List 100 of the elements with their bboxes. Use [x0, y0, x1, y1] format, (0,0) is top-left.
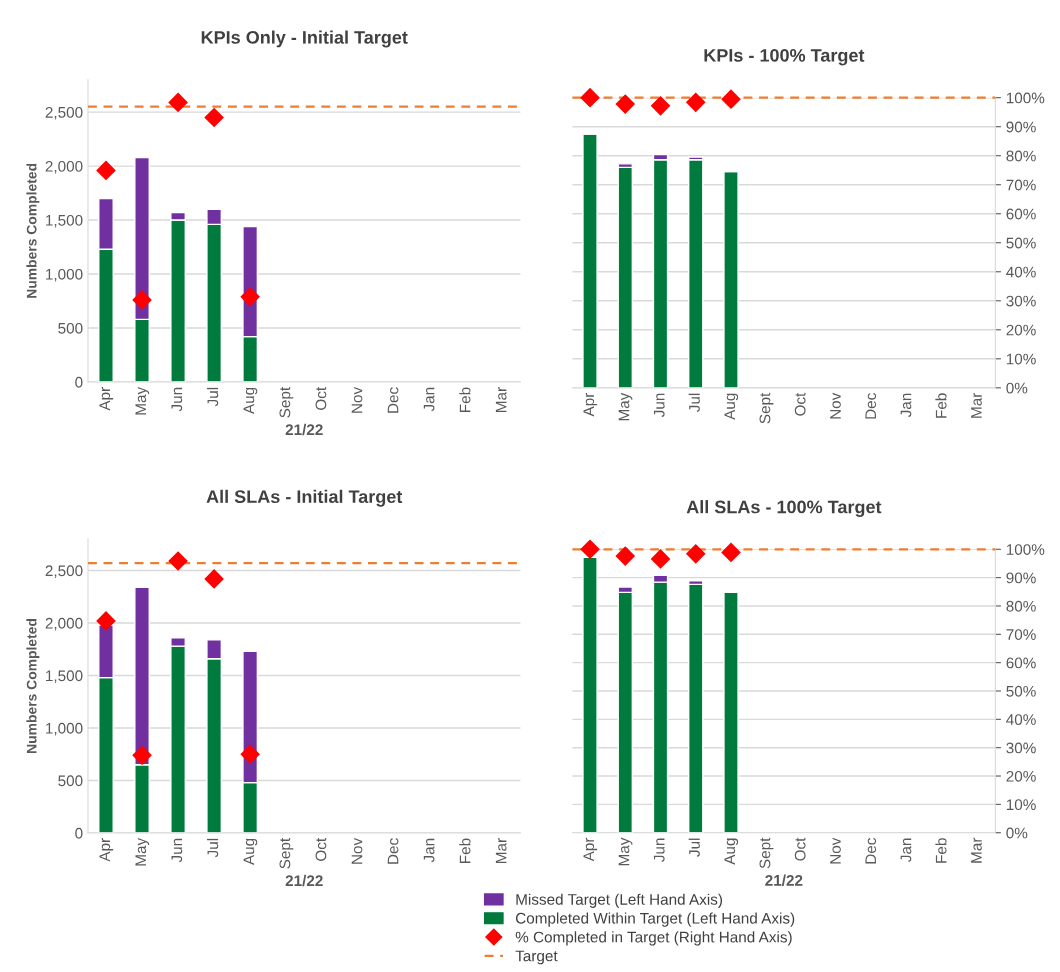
x-tick-label: Apr [583, 392, 598, 417]
y2-tick-label: 70% [1006, 629, 1036, 640]
x-tick-label: May [618, 392, 633, 421]
y-tick-label: 1,000 [46, 722, 83, 736]
point [132, 290, 152, 310]
x-axis-title: 21/22 [285, 423, 323, 436]
y-axis-title: Numbers Completed [26, 618, 40, 753]
legend-label: Completed Within Target (Left Hand Axis) [515, 912, 795, 927]
x-tick-label: Dec [865, 837, 877, 864]
y2-tick-label: 50% [1006, 237, 1036, 249]
point [204, 107, 224, 128]
x-tick-label: Sept [279, 837, 294, 869]
legend-label: Target [515, 950, 558, 965]
y-tick-label: 1,500 [46, 214, 83, 228]
point [168, 92, 188, 112]
y2-tick-label: 20% [1006, 770, 1036, 782]
x-tick-label: Aug [724, 393, 739, 420]
x-tick-label: Mar [971, 837, 982, 863]
bar [617, 166, 634, 388]
y-tick-label: 500 [58, 775, 83, 787]
x-tick-label: Feb [459, 387, 471, 412]
y-axis-title: Numbers Completed [26, 163, 40, 298]
x-tick-label: Jan [900, 393, 912, 418]
bar [688, 583, 704, 833]
y2-tick-label: 70% [1006, 179, 1036, 191]
x-tick-label: Aug [243, 387, 258, 415]
y-tick-label: 1,500 [46, 670, 83, 683]
bar [688, 159, 704, 388]
x-tick-label: Apr [99, 387, 114, 411]
x-axis-title: 21/22 [285, 874, 323, 887]
x-axis-title: 21/22 [765, 874, 803, 886]
x-tick-label: Sept [759, 837, 774, 869]
y2-tick-label: 100% [1006, 92, 1045, 104]
y-tick-label: 2,000 [45, 160, 83, 174]
x-tick-label: Oct [315, 837, 327, 861]
y2-tick-label: 40% [1006, 714, 1036, 726]
point [240, 744, 260, 764]
y-tick-label: 500 [58, 322, 83, 334]
chart-title: All SLAs - Initial Target [206, 489, 403, 507]
x-tick-label: May [135, 386, 150, 415]
x-tick-label: Jul [688, 838, 700, 857]
point [132, 745, 152, 765]
x-tick-label: May [135, 837, 150, 866]
x-tick-label: Oct [315, 386, 327, 410]
x-tick-label: Aug [724, 838, 739, 865]
x-tick-label: Jul [207, 838, 219, 858]
y-tick-label: 0 [75, 376, 83, 388]
x-tick-label: Dec [387, 838, 399, 864]
x-tick-label: Sept [759, 392, 774, 424]
bar [582, 556, 598, 833]
x-tick-label: Dec [387, 387, 399, 413]
y2-tick-label: 10% [1006, 353, 1036, 365]
point [650, 96, 671, 116]
x-tick-label: Feb [935, 838, 947, 863]
y2-tick-label: 80% [1006, 600, 1036, 612]
x-tick-label: Jul [688, 393, 700, 412]
y2-tick-label: 40% [1006, 266, 1036, 278]
y2-tick-label: 30% [1006, 742, 1036, 754]
y2-tick-label: 60% [1006, 208, 1036, 220]
x-tick-label: Jan [423, 387, 435, 412]
x-tick-label: Aug [243, 838, 258, 866]
y2-tick-label: 60% [1006, 657, 1036, 669]
y-tick-label: 2,500 [45, 106, 83, 120]
y-tick-label: 0 [75, 827, 83, 839]
x-tick-label: Feb [935, 393, 947, 418]
x-tick-label: Mar [495, 838, 507, 863]
x-tick-label: Nov [830, 392, 841, 419]
y2-tick-label: 20% [1006, 324, 1036, 336]
x-tick-label: Mar [971, 392, 982, 418]
legend-label: Missed Target (Left Hand Axis) [516, 893, 723, 908]
x-tick-label: Nov [351, 386, 363, 413]
y-tick-label: 1,000 [46, 268, 83, 282]
point [686, 92, 706, 112]
x-tick-label: Mar [495, 387, 507, 412]
x-tick-label: Dec [865, 393, 877, 419]
y-tick-label: 2,000 [45, 617, 83, 631]
y2-tick-label: 10% [1006, 799, 1036, 811]
x-tick-label: Jun [653, 393, 665, 418]
y-tick-label: 2,500 [45, 565, 83, 578]
y2-tick-label: 80% [1006, 150, 1036, 162]
x-tick-label: Apr [583, 837, 598, 862]
point [96, 611, 116, 631]
x-tick-label: Jul [207, 387, 219, 407]
point [721, 89, 741, 109]
y2-tick-label: 90% [1006, 121, 1036, 133]
x-tick-label: Jun [653, 838, 665, 862]
chart-title: All SLAs - 100% Target [686, 500, 882, 517]
y2-tick-label: 50% [1006, 685, 1036, 697]
x-tick-label: Nov [351, 837, 363, 864]
point [615, 94, 635, 114]
chart-title: KPIs Only - Initial Target [201, 30, 408, 48]
y2-tick-label: 0% [1006, 827, 1028, 839]
x-tick-label: Apr [99, 838, 114, 862]
point [168, 551, 188, 571]
y2-tick-label: 90% [1006, 572, 1036, 584]
point [580, 88, 600, 108]
x-tick-label: Oct [794, 837, 806, 861]
x-tick-label: Feb [459, 838, 471, 863]
point [96, 160, 116, 180]
x-tick-label: Oct [794, 392, 806, 416]
